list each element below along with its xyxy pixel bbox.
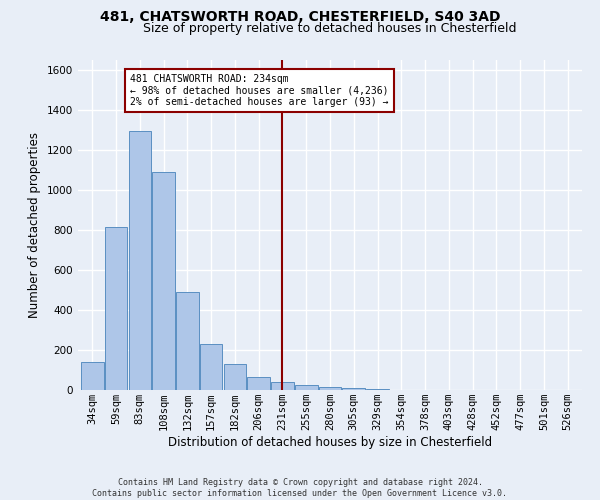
Bar (247, 377, 270, 390)
Title: Size of property relative to detached houses in Chesterfield: Size of property relative to detached ho… (143, 22, 517, 35)
Bar (366, 389, 389, 390)
Text: 481, CHATSWORTH ROAD, CHESTERFIELD, S40 3AD: 481, CHATSWORTH ROAD, CHESTERFIELD, S40 … (100, 10, 500, 24)
Text: 481 CHATSWORTH ROAD: 234sqm
← 98% of detached houses are smaller (4,236)
2% of s: 481 CHATSWORTH ROAD: 234sqm ← 98% of det… (130, 74, 389, 107)
Text: Contains HM Land Registry data © Crown copyright and database right 2024.
Contai: Contains HM Land Registry data © Crown c… (92, 478, 508, 498)
Bar (224, 364, 246, 390)
Y-axis label: Number of detached properties: Number of detached properties (28, 132, 41, 318)
Bar (295, 385, 317, 390)
X-axis label: Distribution of detached houses by size in Chesterfield: Distribution of detached houses by size … (168, 436, 492, 449)
Bar (176, 292, 199, 390)
Bar (343, 388, 365, 390)
Bar (81, 362, 104, 390)
Bar (128, 131, 151, 390)
Bar (200, 344, 223, 390)
Bar (152, 172, 175, 390)
Bar (319, 387, 341, 390)
Bar (271, 382, 294, 390)
Bar (105, 227, 127, 390)
